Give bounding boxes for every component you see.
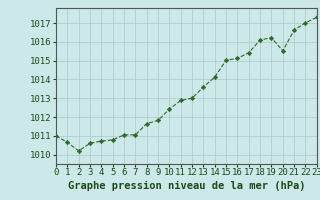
X-axis label: Graphe pression niveau de la mer (hPa): Graphe pression niveau de la mer (hPa) [68, 181, 305, 191]
